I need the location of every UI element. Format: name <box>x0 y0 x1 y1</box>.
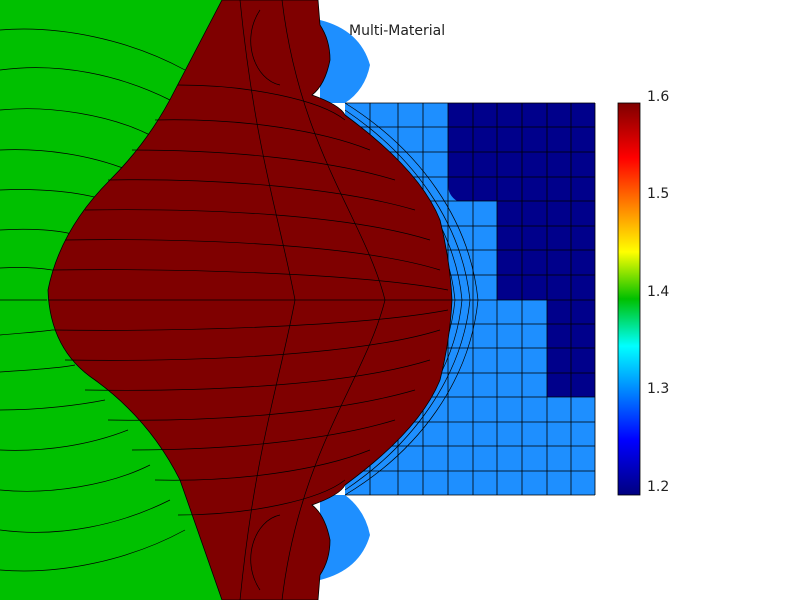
colorbar-tick-1-6: 1.6 <box>647 89 670 105</box>
chart-title: Multi-Material <box>349 23 446 39</box>
light-blue-tab-top <box>320 20 370 103</box>
light-blue-tab-bottom <box>320 495 370 580</box>
colorbar-tick-1-2: 1.2 <box>647 479 670 495</box>
red-contours <box>48 0 452 600</box>
colorbar <box>617 102 641 496</box>
colorbar-tick-1-4: 1.4 <box>647 284 670 300</box>
colorbar-tick-1-3: 1.3 <box>647 381 670 397</box>
green-region <box>0 0 222 600</box>
colorbar-tick-1-5: 1.5 <box>647 186 670 202</box>
